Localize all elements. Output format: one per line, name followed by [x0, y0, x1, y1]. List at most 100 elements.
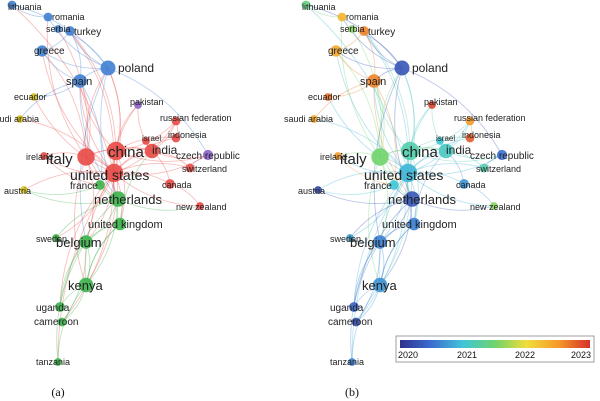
node-indonesia: [171, 133, 181, 143]
node-switzerland: [185, 163, 195, 173]
label-saudi-arabia: saudi arabia: [284, 114, 333, 124]
node-poland: [394, 60, 410, 76]
node-lithuania: [301, 0, 311, 10]
node-kenya: [78, 277, 94, 293]
label-uganda: uganda: [330, 303, 364, 314]
node-cameroon: [351, 317, 361, 327]
network-edge: [317, 170, 409, 191]
label-ireland: ireland: [320, 152, 347, 162]
network-edge: [401, 67, 416, 174]
colorbar-tick-2023: 2023: [571, 350, 591, 360]
network-edge: [57, 28, 89, 158]
label-sweden: sweden: [330, 234, 361, 244]
node-poland: [100, 60, 116, 76]
node-czech-republic: [496, 149, 508, 161]
label-israel: israel: [142, 134, 161, 143]
label-united-states: united states: [364, 167, 443, 183]
network-edge: [107, 67, 209, 156]
colorbar-tick-2022: 2022: [515, 350, 535, 360]
node-czech-republic: [202, 149, 214, 161]
network-edge: [47, 16, 109, 69]
label-indonesia: indonesia: [462, 130, 501, 140]
label-netherlands: netherlands: [388, 192, 456, 207]
panel-a-network: lithuania romania serbia turkey greece poland…: [0, 0, 240, 367]
colorbar-gradient: [400, 340, 590, 348]
network-edge: [335, 50, 381, 158]
label-serbia: serbia: [340, 24, 365, 34]
label-romania: romania: [52, 12, 85, 22]
network-edge: [353, 198, 413, 308]
node-new-zealand: [196, 202, 204, 210]
label-russian-federation: russian federation: [454, 113, 526, 123]
label-kenya: kenya: [362, 278, 397, 293]
label-uganda: uganda: [36, 303, 70, 314]
label-lithuania: lithuania: [302, 2, 336, 12]
label-kenya: kenya: [68, 278, 103, 293]
label-united-kingdom: united kingdom: [382, 219, 457, 231]
network-edge: [407, 154, 503, 176]
network-edge: [327, 96, 409, 174]
label-poland: poland: [412, 61, 448, 75]
label-china: china: [402, 144, 439, 161]
network-edge: [69, 30, 117, 152]
node-indonesia: [465, 133, 475, 143]
network-edge: [368, 156, 381, 286]
label-china: china: [108, 144, 145, 161]
network-edge: [46, 16, 87, 158]
label-united-states: united states: [70, 167, 149, 183]
network-edge: [378, 172, 409, 286]
network-edge: [11, 4, 109, 69]
node-russian-federation: [171, 116, 181, 126]
label-tanzania: tanzania: [330, 357, 364, 367]
network-edge: [23, 189, 119, 204]
label-czech-republic: czech republic: [176, 151, 240, 162]
colorbar-tick-2021: 2021: [457, 350, 477, 360]
node-france: [95, 180, 105, 190]
network-edge: [373, 80, 397, 186]
node-netherlands: [404, 191, 420, 207]
label-switzerland: switzerland: [182, 164, 227, 174]
label-turkey: turkey: [368, 27, 395, 38]
network-edge: [407, 172, 495, 207]
node-austria: [20, 186, 28, 194]
label-france: france: [70, 181, 98, 192]
network-edge: [411, 198, 495, 211]
network-edge: [363, 30, 411, 152]
label-israel: israel: [436, 134, 455, 143]
network-edge: [341, 16, 403, 69]
network-edge: [401, 67, 503, 156]
node-united-kingdom: [113, 217, 127, 231]
network-edge: [57, 172, 115, 363]
label-spain: spain: [360, 76, 386, 88]
node-uganda: [55, 302, 65, 312]
label-ireland: ireland: [26, 152, 53, 162]
node-india: [438, 143, 454, 159]
network-edge: [355, 172, 409, 323]
network-edge: [317, 189, 413, 204]
label-new-zealand: new zealand: [470, 202, 521, 212]
label-tanzania: tanzania: [36, 357, 70, 367]
node-spain: [73, 74, 87, 88]
network-edge: [117, 198, 201, 211]
node-sweden: [52, 234, 60, 242]
label-ecuador: ecuador: [308, 92, 341, 102]
node-lithuania: [7, 0, 17, 10]
label-spain: spain: [66, 76, 92, 88]
network-edge: [409, 150, 503, 162]
label-india: india: [152, 143, 178, 157]
node-tanzania: [348, 358, 356, 366]
node-serbia: [348, 25, 356, 33]
label-belgium: belgium: [56, 235, 102, 250]
network-edge: [115, 150, 209, 162]
label-india: india: [446, 143, 472, 157]
network-edge: [313, 80, 375, 120]
network-edge: [313, 118, 409, 174]
node-greece: [36, 45, 48, 57]
network-edge: [33, 96, 115, 174]
network-edge: [59, 241, 87, 308]
label-indonesia: indonesia: [168, 130, 207, 140]
label-switzerland: switzerland: [476, 164, 521, 174]
network-edge: [335, 50, 409, 174]
